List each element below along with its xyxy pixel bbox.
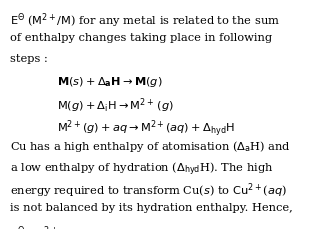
Text: steps :: steps : — [10, 54, 48, 64]
Text: $\mathrm{E^{\Theta}}$ ($\mathrm{M^{2+}/M}$) for any metal is related to the sum: $\mathrm{E^{\Theta}}$ ($\mathrm{M^{2+}/M… — [10, 11, 280, 30]
Text: is not balanced by its hydration enthalpy. Hence,: is not balanced by its hydration enthalp… — [10, 203, 293, 213]
Text: $\mathrm{M}(\mathit{g})+\Delta_{\mathrm{i}}\mathrm{H}\rightarrow\mathrm{M^{2+}}\: $\mathrm{M}(\mathit{g})+\Delta_{\mathrm{… — [57, 97, 174, 115]
Text: energy required to transform Cu($\mathit{s}$) to $\mathrm{Cu^{2+}}$($\mathit{aq}: energy required to transform Cu($\mathit… — [10, 182, 287, 200]
Text: Cu has a high enthalpy of atomisation ($\Delta_{\mathrm{a}}$H) and: Cu has a high enthalpy of atomisation ($… — [10, 139, 291, 154]
Text: of enthalpy changes taking place in following: of enthalpy changes taking place in foll… — [10, 33, 272, 43]
Text: a low enthalpy of hydration ($\Delta_{\mathrm{hyd}}$H). The high: a low enthalpy of hydration ($\Delta_{\m… — [10, 161, 274, 178]
Text: $\mathrm{E^{\Theta}(Cu^{2+}/Cu)}$ is positive.: $\mathrm{E^{\Theta}(Cu^{2+}/Cu)}$ is pos… — [10, 224, 148, 229]
Text: $\mathrm{M^{2+}}(\mathit{g})+\mathit{aq}\rightarrow\mathrm{M^{2+}}(\mathit{aq})+: $\mathrm{M^{2+}}(\mathit{g})+\mathit{aq}… — [57, 118, 234, 139]
Text: $\mathbf{M}(\mathit{s})+\Delta_{\mathbf{a}}\mathbf{H}\rightarrow\mathbf{M}(\math: $\mathbf{M}(\mathit{s})+\Delta_{\mathbf{… — [57, 75, 162, 89]
